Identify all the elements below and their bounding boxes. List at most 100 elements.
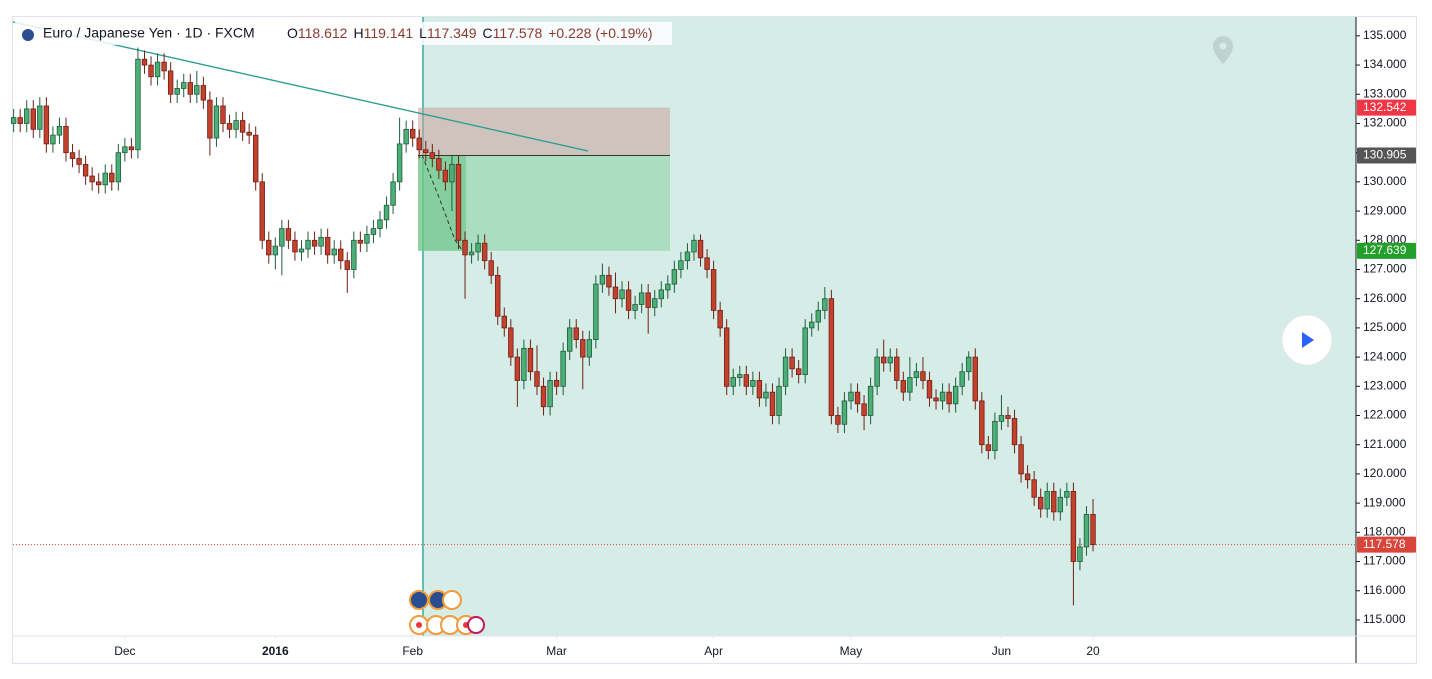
candle-body xyxy=(298,248,305,253)
candle-body xyxy=(338,248,344,262)
candle-body xyxy=(619,289,625,300)
legend-value: 118.612 xyxy=(298,25,348,41)
candle-body xyxy=(638,292,645,305)
candle-body xyxy=(697,239,704,259)
price-tag xyxy=(1357,147,1416,164)
x-tick-label: May xyxy=(840,644,863,658)
candle-body xyxy=(1077,546,1083,562)
candle-body xyxy=(946,391,952,405)
candle-body xyxy=(396,143,403,183)
x-tick-label: 20 xyxy=(1086,644,1100,658)
candle-body xyxy=(351,239,357,270)
price-tag-label: 127.639 xyxy=(1363,243,1407,257)
candle-body xyxy=(933,397,939,402)
candle-body xyxy=(174,88,180,95)
x-tick-label: Feb xyxy=(402,644,423,658)
candle-body xyxy=(161,61,167,72)
candle-body xyxy=(409,128,416,139)
symbol-icon xyxy=(22,29,34,41)
candle-body xyxy=(992,420,998,451)
candle-body xyxy=(69,152,76,159)
candle-body xyxy=(521,347,527,381)
candle-body xyxy=(835,415,841,425)
candle-body xyxy=(56,125,63,136)
candle-body xyxy=(913,371,920,378)
candle-body xyxy=(514,356,521,381)
y-tick-label: 130.000 xyxy=(1363,174,1407,188)
candle-body xyxy=(880,356,887,364)
candle-body xyxy=(475,242,481,253)
candle-body xyxy=(30,108,36,130)
legend-value: 119.141 xyxy=(364,25,414,41)
candle-body xyxy=(665,283,671,291)
candle-body xyxy=(737,374,743,378)
candle-body xyxy=(167,70,174,95)
candle-body xyxy=(95,181,102,186)
candle-body xyxy=(1005,415,1011,419)
candle-body xyxy=(782,356,789,387)
candle-body xyxy=(128,146,135,151)
candle-body xyxy=(252,134,259,183)
candle-body xyxy=(102,172,108,186)
candle-body xyxy=(1064,491,1070,498)
y-tick-label: 132.000 xyxy=(1363,116,1407,130)
stop-zone xyxy=(418,107,670,156)
candle-body xyxy=(841,400,848,425)
candle-body xyxy=(756,380,763,399)
candle-body xyxy=(527,347,534,373)
candle-body xyxy=(1018,444,1024,475)
candle-body xyxy=(979,400,985,446)
y-tick-label: 127.000 xyxy=(1363,262,1407,276)
candle-body xyxy=(553,380,560,387)
price-tag xyxy=(1357,536,1416,553)
candle-body xyxy=(717,309,723,329)
candle-body xyxy=(285,228,292,241)
candle-body xyxy=(854,391,861,405)
candle-body xyxy=(867,385,874,416)
candle-body xyxy=(501,315,507,329)
y-tick-label: 117.000 xyxy=(1363,554,1406,568)
candle-body xyxy=(776,385,782,416)
candle-body xyxy=(1090,514,1096,546)
candle-body xyxy=(429,152,436,159)
candle-body xyxy=(24,108,30,124)
y-tick-label: 122.000 xyxy=(1363,408,1407,422)
price-tag-label: 132.542 xyxy=(1363,100,1407,114)
candle-body xyxy=(213,105,220,139)
candle-body xyxy=(436,158,442,171)
y-tick-label: 134.000 xyxy=(1363,57,1407,71)
candle-body xyxy=(488,260,494,276)
candle-body xyxy=(468,251,475,256)
y-tick-label: 123.000 xyxy=(1363,378,1407,392)
legend-change: +0.228 (+0.19%) xyxy=(548,25,652,41)
candle-body xyxy=(952,385,959,405)
y-tick-label: 121.000 xyxy=(1363,437,1407,451)
x-tick-label: Dec xyxy=(114,644,135,658)
candle-body xyxy=(645,292,651,308)
candle-body xyxy=(678,260,684,270)
y-tick-label: 116.000 xyxy=(1363,583,1406,597)
ohlc-legend: O118.612 H119.141 L117.349 C117.578 +0.228 (… xyxy=(287,25,653,41)
play-button[interactable] xyxy=(1281,314,1333,366)
candle-body xyxy=(763,391,769,399)
legend-value: 117.578 xyxy=(493,25,543,41)
candle-body xyxy=(481,242,488,262)
candle-body xyxy=(495,274,501,317)
event-icons xyxy=(409,590,485,635)
candle-body xyxy=(43,105,50,145)
symbol-title: Euro / Japanese Yen · 1D · FXCM xyxy=(43,25,255,41)
candle-body xyxy=(566,327,573,352)
candle-body xyxy=(1057,496,1064,513)
legend-key: L xyxy=(419,25,427,41)
candle-body xyxy=(939,391,946,402)
candle-body xyxy=(828,298,835,416)
candle-body xyxy=(311,239,318,247)
x-tick-label: 2016 xyxy=(262,644,289,658)
legend-key: C xyxy=(483,25,493,41)
candle-body xyxy=(606,274,612,288)
candle-body xyxy=(704,257,710,270)
candle-body xyxy=(848,391,854,402)
candle-body xyxy=(907,377,913,393)
candle-body xyxy=(455,163,462,241)
